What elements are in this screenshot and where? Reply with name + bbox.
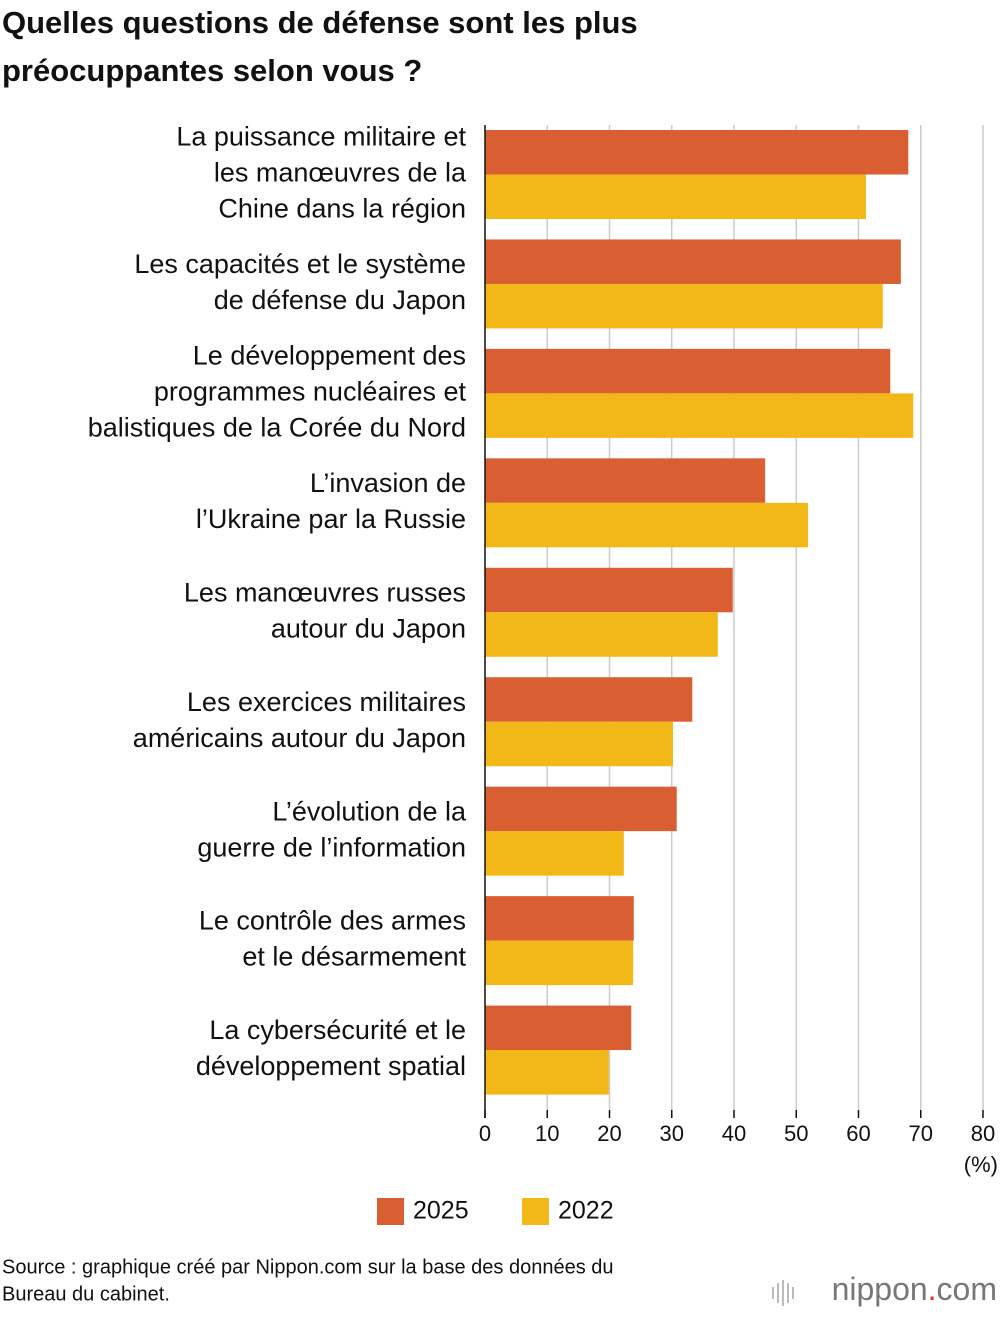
legend-swatch [377, 1198, 404, 1225]
chart-title: préocuppantes selon vous ? [2, 53, 422, 88]
category-label: Le contrôle des armes [199, 906, 466, 936]
brand: nippon.com [832, 1271, 997, 1307]
legend-swatch [522, 1198, 549, 1225]
bar [485, 348, 891, 394]
category-label: Les manœuvres russes [184, 577, 466, 607]
legend-label: 2022 [558, 1197, 614, 1225]
bar [485, 1050, 609, 1095]
source: Source : graphique créé par Nippon.com s… [2, 1256, 614, 1278]
x-tick-label: 50 [784, 1121, 808, 1146]
bar [485, 393, 914, 438]
category-label: balistiques de la Corée du Nord [88, 413, 466, 443]
category-label: guerre de l’information [197, 832, 466, 862]
chart-title: Quelles questions de défense sont les pl… [2, 5, 638, 40]
bar [485, 239, 901, 284]
bar [485, 283, 883, 329]
category-label: les manœuvres de la [214, 158, 467, 188]
brand-part: com [937, 1271, 997, 1307]
bar [485, 721, 673, 767]
x-tick-label: 0 [479, 1121, 491, 1146]
category-label: Les exercices militaires [187, 687, 466, 717]
category-label: autour du Japon [271, 613, 466, 643]
bar [485, 502, 809, 548]
x-tick-label: 40 [722, 1121, 746, 1146]
category-label: La cybersécurité et le [209, 1015, 466, 1045]
x-tick-label: 70 [909, 1121, 933, 1146]
category-label: L’évolution de la [272, 796, 467, 826]
bar [485, 130, 909, 175]
category-label: programmes nucléaires et [154, 377, 467, 407]
category-label: L’invasion de [310, 468, 466, 498]
category-label: Les capacités et le système [134, 249, 466, 279]
bar [485, 1005, 632, 1051]
bar [485, 567, 733, 613]
bar [485, 831, 624, 876]
category-label: La puissance militaire et [176, 122, 466, 152]
category-label: Chine dans la région [218, 194, 466, 224]
category-label: et le désarmement [242, 942, 466, 972]
category-label: développement spatial [196, 1051, 466, 1081]
bar [485, 940, 634, 986]
logo-mark [772, 1280, 794, 1306]
x-tick-label: 10 [535, 1121, 559, 1146]
x-tick-label: 60 [846, 1121, 870, 1146]
bar [485, 612, 718, 657]
source: Bureau du cabinet. [2, 1283, 170, 1305]
x-tick-label: 30 [660, 1121, 684, 1146]
brand-part: nippon [832, 1271, 928, 1307]
legend-label: 2025 [413, 1197, 469, 1225]
category-label: Le développement des [193, 341, 466, 371]
category-label: de défense du Japon [214, 285, 466, 315]
brand-part: . [928, 1271, 937, 1307]
x-unit-label: (%) [964, 1152, 998, 1177]
x-tick-label: 20 [597, 1121, 621, 1146]
category-label: américains autour du Japon [133, 723, 466, 753]
bar [485, 896, 634, 941]
bar [485, 458, 766, 503]
x-tick-label: 80 [971, 1121, 995, 1146]
bar [485, 677, 693, 722]
bar [485, 174, 866, 219]
bar [485, 786, 677, 832]
category-label: l’Ukraine par la Russie [196, 504, 466, 534]
